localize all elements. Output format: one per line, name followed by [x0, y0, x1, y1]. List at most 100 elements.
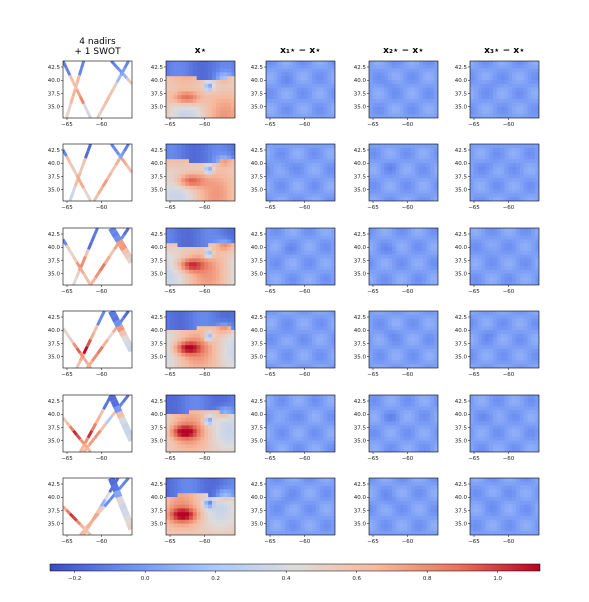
- y-tick-label: 37.5: [354, 341, 367, 347]
- y-tick-label: 37.5: [151, 341, 164, 347]
- panel-r3-c3: 42.5 40.0 37.5 35.0 −65 −60: [251, 227, 336, 295]
- x-tick-label: −65: [164, 372, 176, 378]
- y-tick-label: 35.0: [151, 522, 164, 528]
- column-title-3: x₁⋆ − x⋆: [280, 46, 321, 56]
- x-tick-label: −65: [468, 122, 480, 128]
- y-tick-label: 42.5: [48, 65, 61, 71]
- y-tick-label: 37.5: [354, 258, 367, 264]
- y-tick-label: 42.5: [455, 232, 468, 238]
- y-tick-label: 40.0: [151, 245, 164, 251]
- panel-r2-c5: 42.5 40.0 37.5 35.0 −65 −60: [455, 143, 540, 211]
- y-tick-label: 42.5: [151, 315, 164, 321]
- y-tick-label: 35.0: [48, 522, 61, 528]
- y-tick-label: 40.0: [251, 161, 264, 167]
- panel-r1-c4: 42.5 40.0 37.5 35.0 −65 −60: [354, 60, 439, 128]
- y-tick-label: 42.5: [151, 482, 164, 488]
- x-tick-label: −65: [164, 456, 176, 462]
- x-tick-label: −65: [468, 539, 480, 545]
- x-tick-label: −60: [96, 289, 108, 295]
- y-tick-label: 35.0: [151, 272, 164, 278]
- y-tick-label: 37.5: [251, 258, 264, 264]
- y-tick-label: 37.5: [455, 258, 468, 264]
- y-tick-label: 35.0: [354, 105, 367, 111]
- y-tick-label: 42.5: [251, 148, 264, 154]
- panel-r1-c5: 42.5 40.0 37.5 35.0 −65 −60: [455, 60, 540, 128]
- y-tick-label: 40.0: [251, 328, 264, 334]
- y-tick-label: 42.5: [354, 65, 367, 71]
- y-tick-label: 35.0: [455, 522, 468, 528]
- y-tick-label: 35.0: [354, 522, 367, 528]
- x-tick-label: −65: [367, 456, 379, 462]
- x-tick-label: −60: [199, 372, 211, 378]
- y-tick-label: 37.5: [455, 174, 468, 180]
- x-tick-label: −60: [402, 289, 414, 295]
- x-tick-label: −60: [199, 456, 211, 462]
- y-tick-label: 42.5: [455, 148, 468, 154]
- y-tick-label: 40.0: [48, 161, 61, 167]
- y-tick-label: 40.0: [455, 412, 468, 418]
- y-tick-label: 35.0: [151, 188, 164, 194]
- x-tick-label: −65: [61, 205, 73, 211]
- y-tick-label: 35.0: [354, 439, 367, 445]
- x-tick-label: −60: [96, 456, 108, 462]
- y-tick-label: 42.5: [251, 482, 264, 488]
- y-tick-label: 40.0: [455, 161, 468, 167]
- panel-r3-c2: 42.5 40.0 37.5 35.0 −65 −60: [151, 227, 236, 295]
- y-tick-label: 35.0: [48, 188, 61, 194]
- x-tick-label: −65: [367, 372, 379, 378]
- y-tick-label: 35.0: [48, 439, 61, 445]
- y-tick-label: 40.0: [251, 245, 264, 251]
- panel-r1-c3: 42.5 40.0 37.5 35.0 −65 −60: [251, 60, 336, 128]
- y-tick-label: 37.5: [48, 174, 61, 180]
- panel-r2-c3: 42.5 40.0 37.5 35.0 −65 −60: [251, 143, 336, 211]
- x-tick-label: −65: [164, 289, 176, 295]
- y-tick-label: 35.0: [251, 105, 264, 111]
- x-tick-label: −60: [199, 289, 211, 295]
- x-tick-label: −60: [503, 539, 515, 545]
- y-tick-label: 40.0: [354, 161, 367, 167]
- column-title-2: x⋆: [194, 46, 207, 56]
- x-tick-label: −60: [199, 122, 211, 128]
- x-tick-label: −60: [299, 539, 311, 545]
- x-tick-label: −65: [164, 122, 176, 128]
- y-tick-label: 35.0: [354, 272, 367, 278]
- y-tick-label: 42.5: [48, 232, 61, 238]
- y-tick-label: 42.5: [354, 482, 367, 488]
- y-tick-label: 37.5: [48, 425, 61, 431]
- x-tick-label: −60: [299, 122, 311, 128]
- colorbar-tick-label: 0.8: [423, 576, 432, 582]
- x-tick-label: −60: [299, 289, 311, 295]
- colorbar-bar: [49, 563, 541, 572]
- x-tick-label: −65: [264, 456, 276, 462]
- y-tick-label: 37.5: [455, 508, 468, 514]
- x-tick-label: −60: [96, 539, 108, 545]
- panel-r4-c3: 42.5 40.0 37.5 35.0 −65 −60: [251, 310, 336, 378]
- x-tick-label: −65: [468, 289, 480, 295]
- y-tick-label: 42.5: [48, 315, 61, 321]
- y-tick-label: 35.0: [251, 522, 264, 528]
- x-tick-label: −65: [264, 205, 276, 211]
- x-tick-label: −60: [402, 122, 414, 128]
- panel-r1-c1: 42.5 40.0 37.5 35.0 −65 −60: [48, 60, 133, 128]
- panel-r2-c1: 42.5 40.0 37.5 35.0 −65 −60: [48, 143, 133, 211]
- colorbar-tick-label: 0.2: [211, 576, 220, 582]
- x-tick-label: −60: [96, 372, 108, 378]
- y-tick-label: 35.0: [48, 355, 61, 361]
- y-tick-label: 35.0: [48, 272, 61, 278]
- x-tick-label: −65: [468, 456, 480, 462]
- y-tick-label: 37.5: [151, 258, 164, 264]
- y-tick-label: 35.0: [251, 272, 264, 278]
- x-tick-label: −60: [402, 539, 414, 545]
- colorbar-tick-label: 0.0: [141, 576, 150, 582]
- panel-r4-c1: 42.5 40.0 37.5 35.0 −65 −60: [48, 310, 133, 378]
- y-tick-label: 40.0: [48, 245, 61, 251]
- x-tick-label: −65: [61, 122, 73, 128]
- x-tick-label: −60: [402, 372, 414, 378]
- y-tick-label: 42.5: [354, 148, 367, 154]
- y-tick-label: 35.0: [354, 188, 367, 194]
- panel-r3-c4: 42.5 40.0 37.5 35.0 −65 −60: [354, 227, 439, 295]
- y-tick-label: 40.0: [151, 412, 164, 418]
- y-tick-label: 42.5: [455, 65, 468, 71]
- y-tick-label: 42.5: [354, 232, 367, 238]
